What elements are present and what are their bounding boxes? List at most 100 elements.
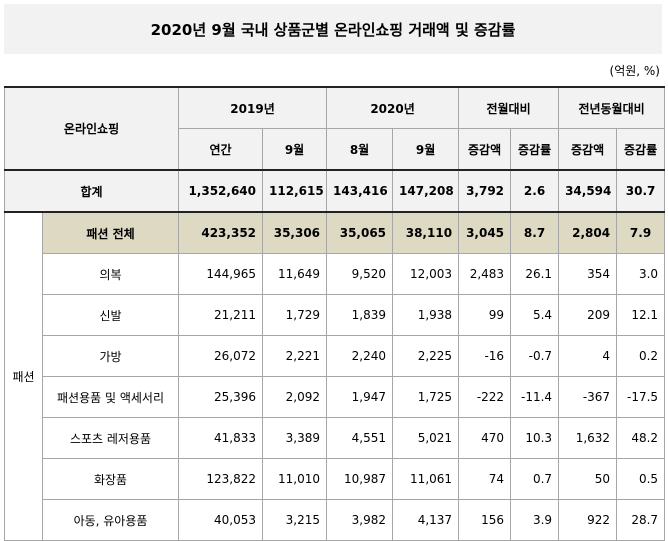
category-cell: 5.4 (510, 294, 560, 336)
category-cell: 4 (558, 335, 618, 377)
header-row-groups: 온라인쇼핑 2019년 2020년 전월대비 전년동월대비 (3, 86, 666, 171)
category-cell: 4,551 (326, 417, 394, 459)
category-cell: 3,389 (262, 417, 328, 459)
category-cell: 922 (558, 499, 618, 541)
header-sub: 증감률 (616, 128, 666, 171)
fashion-total-cell: 7.9 (616, 211, 666, 254)
header-sub: 증감액 (558, 128, 618, 171)
total-label: 합계 (3, 169, 180, 213)
header-row-subs: 연간 9월 8월 9월 증감액 증감률 증감액 증감률 (5, 128, 666, 171)
fashion-total-label: 패션 전체 (41, 211, 180, 254)
category-cell: 10,987 (326, 458, 394, 500)
header-sub: 증감률 (510, 128, 560, 171)
category-cell: 41,833 (178, 417, 264, 459)
category-cell: 50 (558, 458, 618, 500)
category-cell: 3.9 (510, 499, 560, 541)
side-label: 패션 (4, 211, 43, 541)
category-cell: 2,221 (262, 335, 328, 377)
category-cell: 4,137 (392, 499, 460, 541)
header-sub: 9월 (392, 128, 460, 171)
unit-label: (억원, %) (609, 64, 660, 78)
total-cell: 3,792 (458, 169, 512, 213)
header-group-yoy: 전년동월대비 (558, 86, 666, 129)
category-label: 패션용품 및 액세서리 (41, 376, 180, 418)
category-label: 화장품 (41, 458, 180, 500)
fashion-total-cell: 3,045 (458, 211, 512, 254)
category-cell: 1,632 (558, 417, 618, 459)
category-cell: 3,982 (326, 499, 394, 541)
header-sub: 9월 (262, 128, 328, 171)
category-cell: 1,947 (326, 376, 394, 418)
category-cell: 0.7 (510, 458, 560, 500)
category-cell: -17.5 (616, 376, 666, 418)
category-cell: 2,240 (326, 335, 394, 377)
category-cell: -16 (458, 335, 512, 377)
category-cell: 209 (558, 294, 618, 336)
category-cell: 11,010 (262, 458, 328, 500)
category-cell: 99 (458, 294, 512, 336)
category-label: 신발 (41, 294, 180, 336)
fashion-total-cell: 8.7 (510, 211, 560, 254)
header-corner: 온라인쇼핑 (3, 86, 180, 171)
total-cell: 112,615 (262, 169, 328, 213)
fashion-total-cell: 2,804 (558, 211, 618, 254)
header-group-2019: 2019년 (178, 86, 328, 129)
category-cell: 40,053 (178, 499, 264, 541)
category-cell: 144,965 (178, 253, 264, 295)
category-cell: 26,072 (178, 335, 264, 377)
total-cell: 30.7 (616, 169, 666, 213)
category-row: 화장품 123,822 11,010 10,987 11,061 74 0.7 50 0.5 (5, 458, 666, 500)
total-cell: 2.6 (510, 169, 560, 213)
category-cell: 2,092 (262, 376, 328, 418)
category-cell: 156 (458, 499, 512, 541)
category-cell: 12.1 (616, 294, 666, 336)
category-label: 스포츠 레저용품 (41, 417, 180, 459)
category-cell: 2,483 (458, 253, 512, 295)
category-cell: 354 (558, 253, 618, 295)
category-cell: 1,729 (262, 294, 328, 336)
category-cell: 3,215 (262, 499, 328, 541)
category-cell: 48.2 (616, 417, 666, 459)
category-cell: 25,396 (178, 376, 264, 418)
category-cell: 1,839 (326, 294, 394, 336)
category-cell: 11,649 (262, 253, 328, 295)
header-group-mom: 전월대비 (458, 86, 560, 129)
fashion-total-cell: 38,110 (392, 211, 460, 254)
category-row: 가방 26,072 2,221 2,240 2,225 -16 -0.7 4 0.2 (5, 335, 666, 377)
total-row: 합계 1,352,640 112,615 143,416 147,208 3,7… (3, 169, 666, 213)
category-cell: 0.2 (616, 335, 666, 377)
category-cell: 123,822 (178, 458, 264, 500)
category-cell: -367 (558, 376, 618, 418)
category-cell: 470 (458, 417, 512, 459)
category-cell: 1,938 (392, 294, 460, 336)
header-sub: 연간 (178, 128, 264, 171)
category-row: 신발 21,211 1,729 1,839 1,938 99 5.4 209 12.1 (5, 294, 666, 336)
category-cell: 74 (458, 458, 512, 500)
fashion-total-row: 패션 패션 전체 423,352 35,306 35,065 38,110 3,… (4, 211, 666, 541)
fashion-total-cell: 35,306 (262, 211, 328, 254)
total-cell: 143,416 (326, 169, 394, 213)
title-box: 2020년 9월 국내 상품군별 온라인쇼핑 거래액 및 증감률 (4, 4, 662, 54)
header-group-2020: 2020년 (326, 86, 460, 129)
category-cell: -0.7 (510, 335, 560, 377)
category-cell: 26.1 (510, 253, 560, 295)
category-cell: 5,021 (392, 417, 460, 459)
category-cell: 1,725 (392, 376, 460, 418)
category-label: 가방 (41, 335, 180, 377)
category-cell: 9,520 (326, 253, 394, 295)
category-label: 의복 (41, 253, 180, 295)
category-cell: 10.3 (510, 417, 560, 459)
category-row: 스포츠 레저용품 41,833 3,389 4,551 5,021 470 10.3 1,63… (5, 417, 666, 459)
category-cell: 0.5 (616, 458, 666, 500)
page-title: 2020년 9월 국내 상품군별 온라인쇼핑 거래액 및 증감률 (150, 20, 516, 39)
category-cell: -222 (458, 376, 512, 418)
category-cell: -11.4 (510, 376, 560, 418)
category-row: 아동, 유아용품 40,053 3,215 3,982 4,137 156 3.9 922 28… (5, 499, 666, 541)
header-sub: 8월 (326, 128, 394, 171)
category-row: 의복 144,965 11,649 9,520 12,003 2,483 26.1 354 3.… (5, 253, 666, 295)
category-label: 아동, 유아용품 (41, 499, 180, 541)
total-cell: 34,594 (558, 169, 618, 213)
category-row: 패션용품 및 액세서리 25,396 2,092 1,947 1,725 -222 -11.… (5, 376, 666, 418)
shopping-table: 온라인쇼핑 2019년 2020년 전월대비 전년동월대비 연간 9월 8월 9… (3, 86, 666, 541)
total-cell: 1,352,640 (178, 169, 264, 213)
